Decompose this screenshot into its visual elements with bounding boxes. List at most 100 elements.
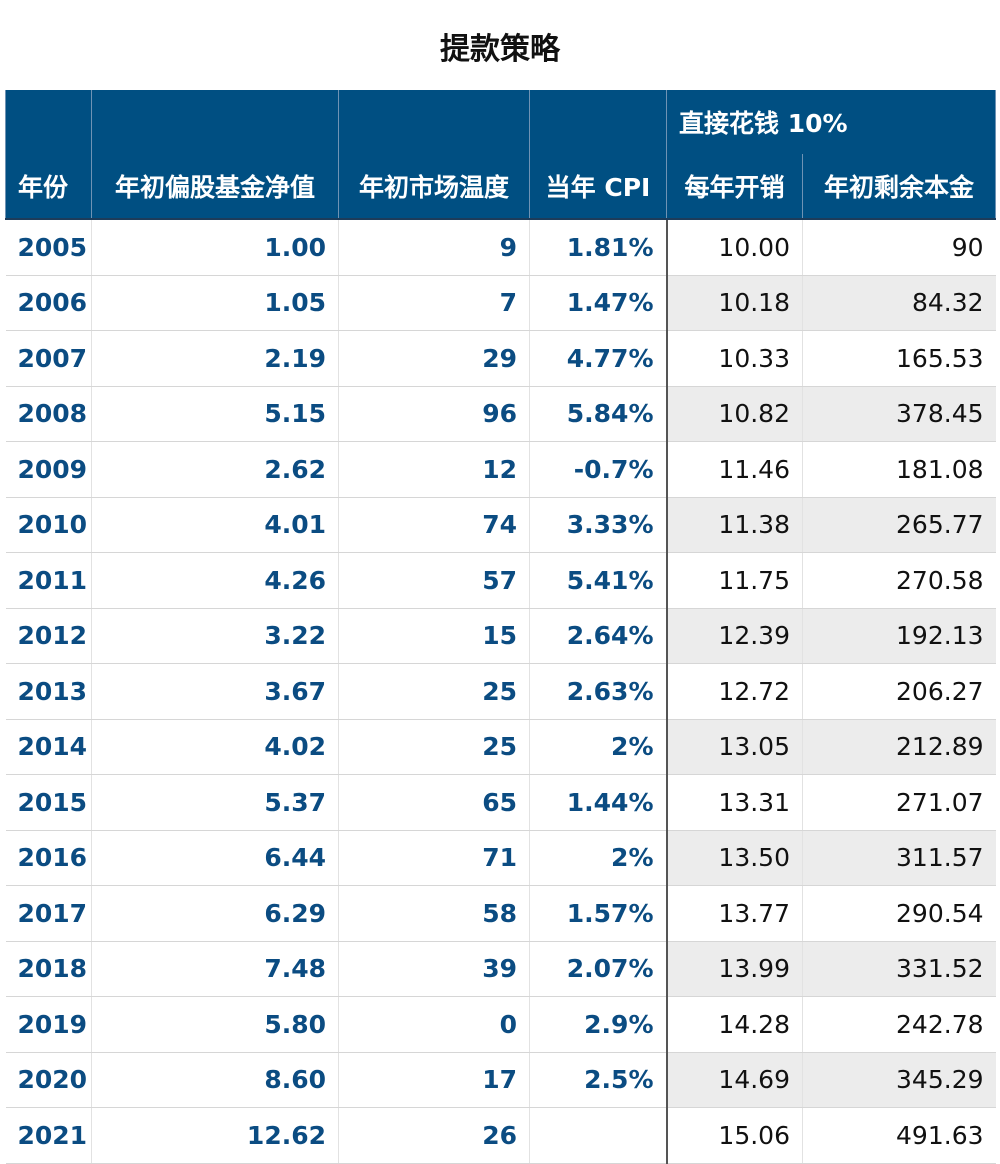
table-row: 2012 3.22 15 2.64% 12.39 192.13	[5, 608, 996, 664]
cell-year: 2020	[5, 1052, 92, 1108]
table-row: 2016 6.44 71 2% 13.50 311.57	[5, 830, 996, 886]
table-row: 2014 4.02 25 2% 13.05 212.89	[5, 719, 996, 775]
cell-year: 2006	[5, 275, 92, 331]
cell-year: 2005	[5, 219, 92, 276]
cell-cpi: 2.5%	[529, 1052, 668, 1108]
cell-nav: 12.62	[91, 1107, 339, 1164]
cell-market-temperature: 96	[338, 386, 530, 442]
cell-market-temperature: 17	[338, 1052, 530, 1108]
cell-remaining-principal: 491.63	[801, 1107, 996, 1164]
cell-annual-spending: 10.82	[666, 386, 803, 442]
cell-annual-spending: 10.18	[666, 275, 803, 331]
cell-annual-spending: 13.50	[666, 830, 803, 886]
cell-remaining-principal: 270.58	[801, 552, 996, 609]
group-header-row: 直接花钱 10%	[5, 90, 997, 154]
cell-remaining-principal: 181.08	[801, 441, 996, 498]
cell-market-temperature: 12	[338, 441, 530, 498]
column-header-cpi: 当年 CPI	[529, 154, 667, 220]
cell-nav: 6.44	[91, 830, 339, 886]
cell-remaining-principal: 311.57	[801, 830, 996, 886]
cell-year: 2010	[5, 497, 92, 553]
cell-annual-spending: 10.00	[666, 219, 803, 276]
cell-remaining-principal: 290.54	[801, 885, 996, 942]
cell-annual-spending: 14.69	[666, 1052, 803, 1108]
cell-nav: 1.00	[91, 219, 339, 276]
cell-cpi: 1.81%	[529, 219, 668, 276]
cell-nav: 4.26	[91, 552, 339, 609]
cell-remaining-principal: 265.77	[801, 497, 996, 553]
table-row: 2013 3.67 25 2.63% 12.72 206.27	[5, 663, 996, 720]
cell-cpi: 3.33%	[529, 497, 668, 553]
cell-year: 2013	[5, 663, 92, 720]
cell-cpi: 5.84%	[529, 386, 668, 442]
cell-remaining-principal: 271.07	[801, 774, 996, 831]
cell-cpi: 2%	[529, 830, 668, 886]
cell-remaining-principal: 192.13	[801, 608, 996, 664]
column-header-year: 年份	[5, 154, 92, 220]
cell-market-temperature: 26	[338, 1107, 530, 1164]
cell-year: 2015	[5, 774, 92, 831]
cell-year: 2016	[5, 830, 92, 886]
cell-annual-spending: 11.46	[666, 441, 803, 498]
cell-remaining-principal: 84.32	[801, 275, 996, 331]
withdrawal-table: 直接花钱 10% 年份 年初偏股基金净值 年初市场温度 当年 CPI 每年开销 …	[5, 90, 997, 1164]
cell-market-temperature: 74	[338, 497, 530, 553]
cell-nav: 4.02	[91, 719, 339, 775]
table-row: 2017 6.29 58 1.57% 13.77 290.54	[5, 885, 996, 942]
cell-market-temperature: 29	[338, 330, 530, 387]
cell-cpi	[529, 1107, 668, 1164]
cell-nav: 2.19	[91, 330, 339, 387]
group-header-spend-strategy: 直接花钱 10%	[665, 90, 997, 154]
column-header-annual-spending: 每年开销	[666, 154, 803, 220]
cell-year: 2008	[5, 386, 92, 442]
group-header-empty	[5, 90, 92, 154]
cell-nav: 2.62	[91, 441, 339, 498]
cell-remaining-principal: 206.27	[801, 663, 996, 720]
cell-nav: 5.37	[91, 774, 339, 831]
cell-remaining-principal: 212.89	[801, 719, 996, 775]
group-header-empty	[338, 90, 530, 154]
cell-nav: 5.15	[91, 386, 339, 442]
cell-market-temperature: 57	[338, 552, 530, 609]
cell-annual-spending: 15.06	[666, 1107, 803, 1164]
cell-market-temperature: 71	[338, 830, 530, 886]
table-row: 2015 5.37 65 1.44% 13.31 271.07	[5, 774, 996, 831]
column-header-row: 年份 年初偏股基金净值 年初市场温度 当年 CPI 每年开销 年初剩余本金	[5, 154, 997, 220]
column-header-nav: 年初偏股基金净值	[91, 154, 339, 220]
cell-nav: 1.05	[91, 275, 339, 331]
cell-cpi: 2.64%	[529, 608, 668, 664]
cell-year: 2019	[5, 996, 92, 1053]
cell-market-temperature: 9	[338, 219, 530, 276]
cell-year: 2017	[5, 885, 92, 942]
group-header-empty	[529, 90, 667, 154]
cell-cpi: 2%	[529, 719, 668, 775]
cell-year: 2007	[5, 330, 92, 387]
table-row: 2020 8.60 17 2.5% 14.69 345.29	[5, 1052, 996, 1108]
cell-annual-spending: 14.28	[666, 996, 803, 1053]
group-header-empty	[91, 90, 339, 154]
cell-remaining-principal: 378.45	[801, 386, 996, 442]
cell-cpi: 2.63%	[529, 663, 668, 720]
cell-market-temperature: 25	[338, 663, 530, 720]
table-row: 2011 4.26 57 5.41% 11.75 270.58	[5, 552, 996, 609]
cell-cpi: -0.7%	[529, 441, 668, 498]
cell-market-temperature: 39	[338, 941, 530, 997]
cell-market-temperature: 7	[338, 275, 530, 331]
cell-remaining-principal: 331.52	[801, 941, 996, 997]
cell-year: 2014	[5, 719, 92, 775]
cell-market-temperature: 58	[338, 885, 530, 942]
table-row: 2007 2.19 29 4.77% 10.33 165.53	[5, 330, 996, 387]
cell-cpi: 1.47%	[529, 275, 668, 331]
cell-market-temperature: 65	[338, 774, 530, 831]
cell-remaining-principal: 165.53	[801, 330, 996, 387]
column-header-market-temperature: 年初市场温度	[338, 154, 530, 220]
cell-nav: 3.22	[91, 608, 339, 664]
cell-market-temperature: 25	[338, 719, 530, 775]
column-header-remaining-principal: 年初剩余本金	[801, 154, 997, 220]
cell-nav: 4.01	[91, 497, 339, 553]
cell-annual-spending: 12.39	[666, 608, 803, 664]
cell-cpi: 1.44%	[529, 774, 668, 831]
table-row: 2018 7.48 39 2.07% 13.99 331.52	[5, 941, 996, 997]
table-row: 2021 12.62 26 15.06 491.63	[5, 1107, 996, 1164]
cell-remaining-principal: 90	[801, 219, 996, 276]
